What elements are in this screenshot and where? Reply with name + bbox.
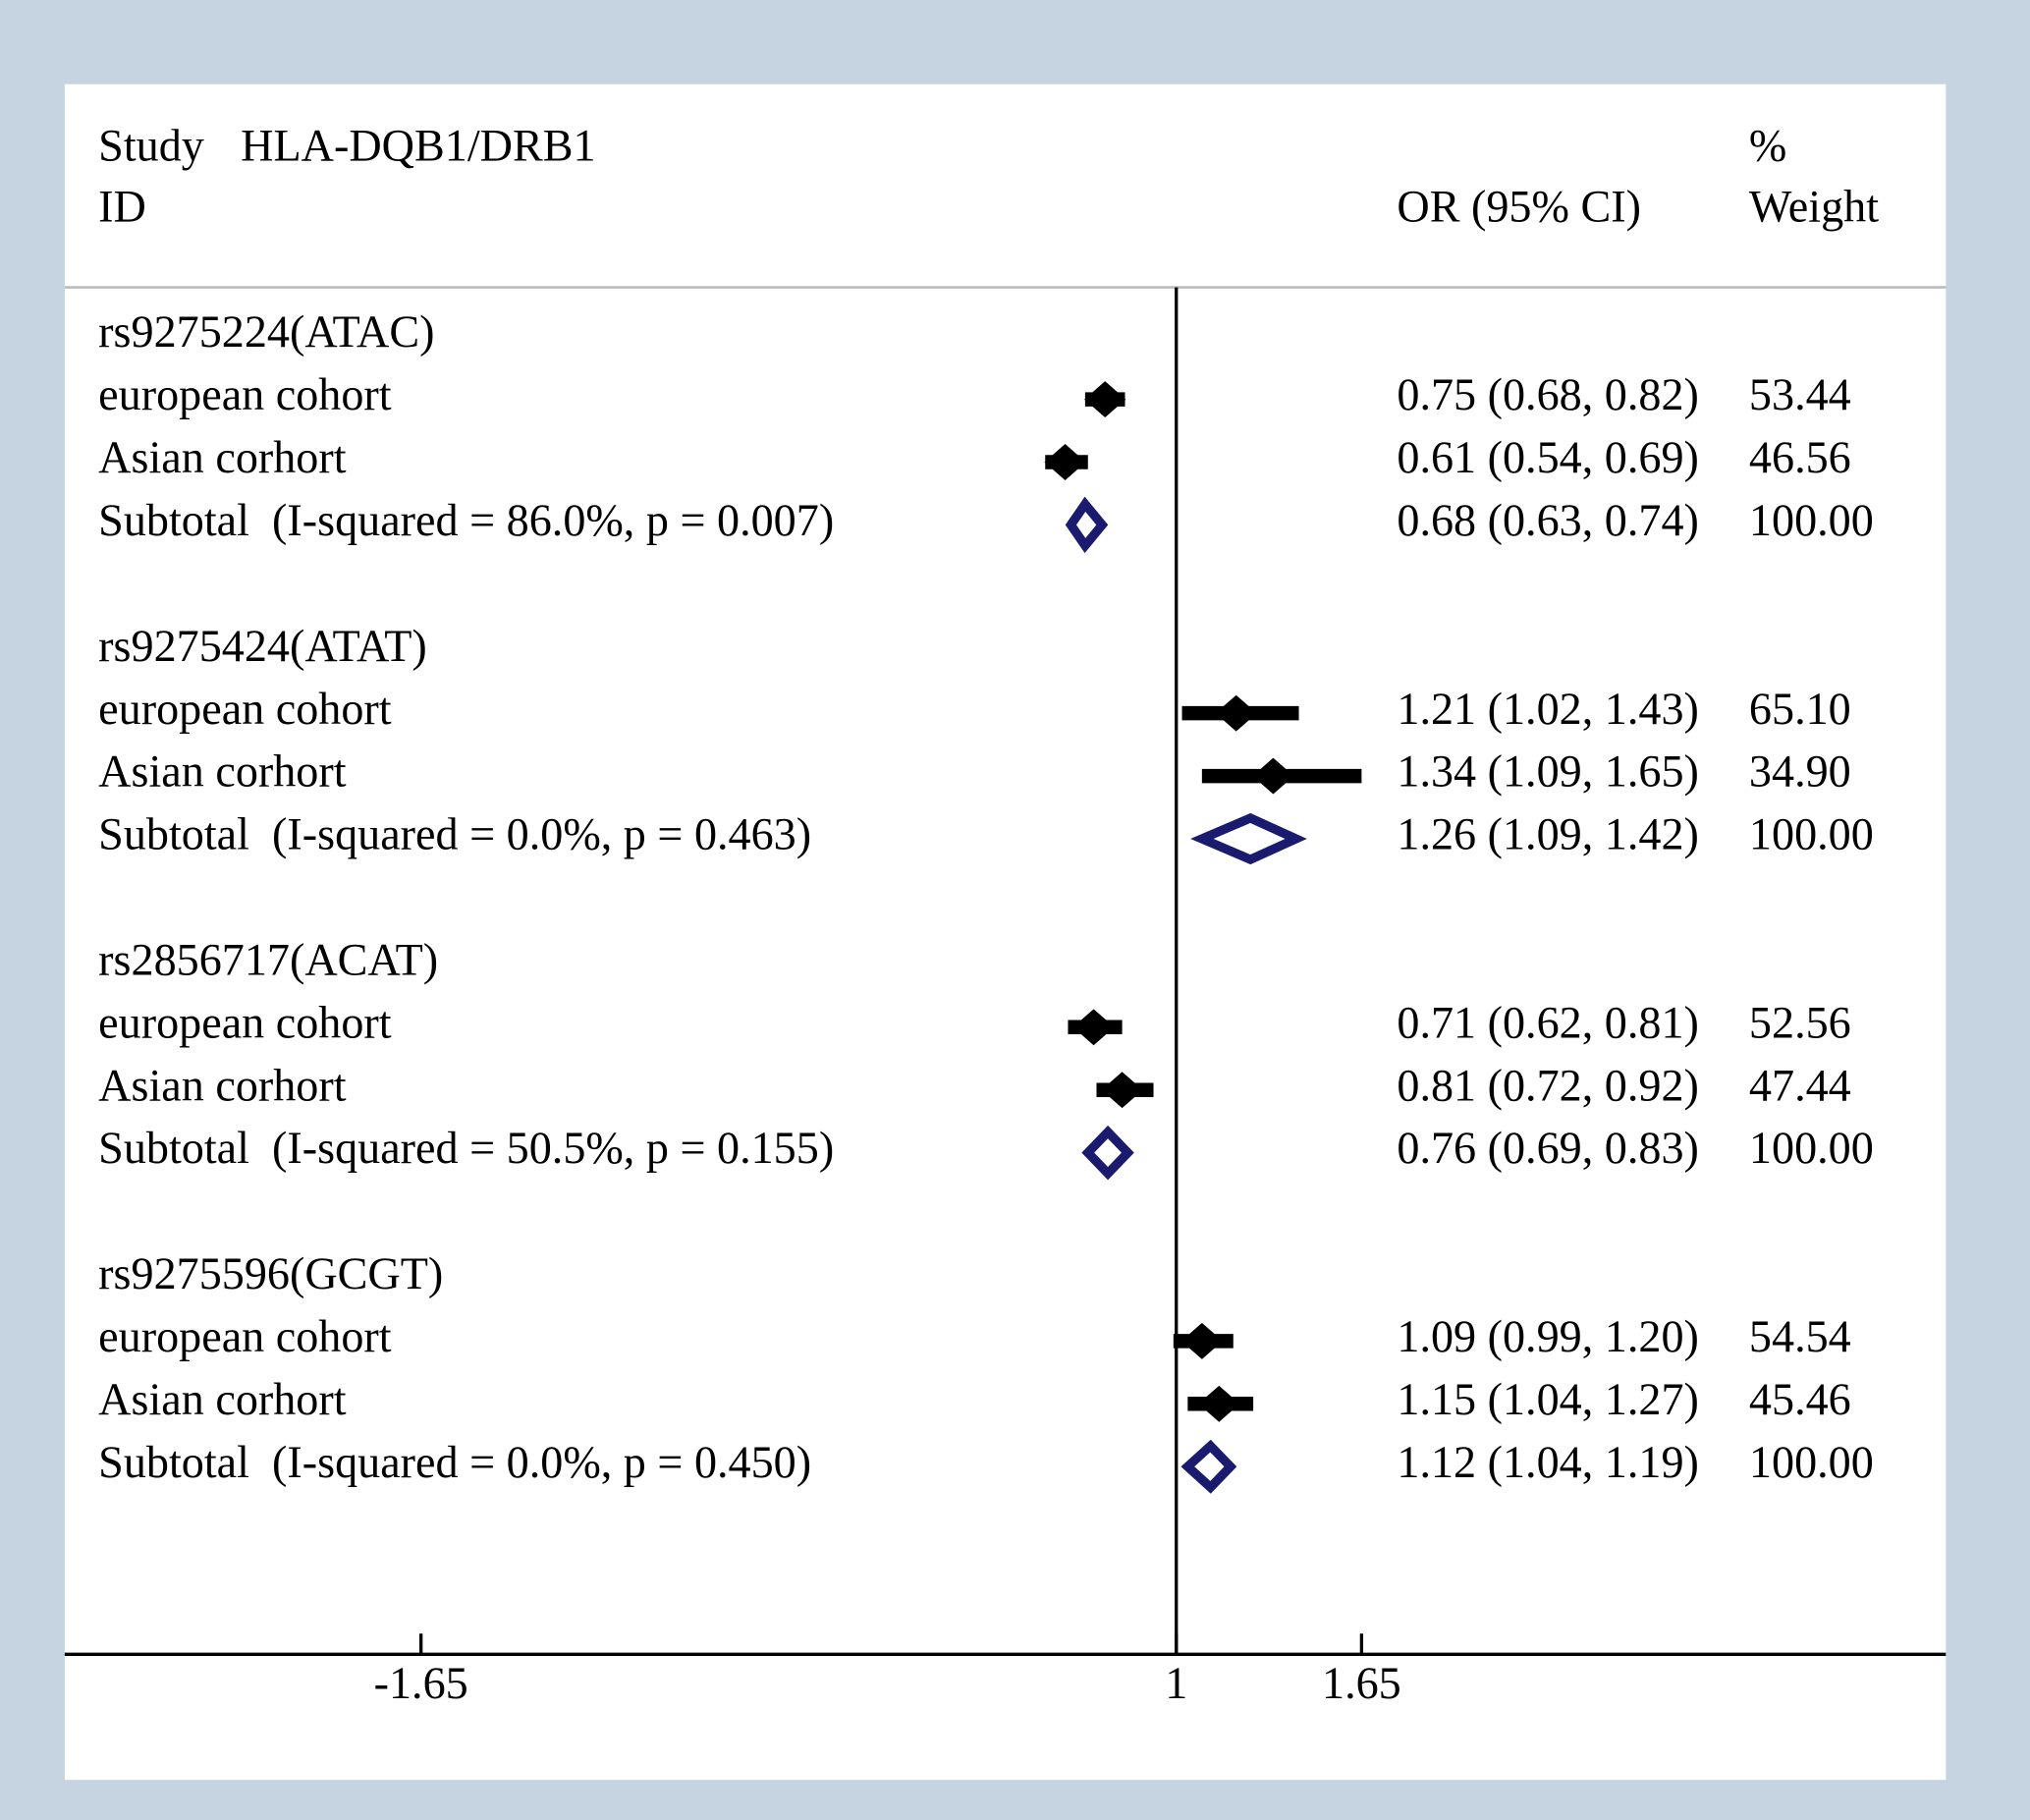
or-label: 0.71 (0.62, 0.81) bbox=[1397, 997, 1699, 1047]
group-title: rs9275596(GCGT) bbox=[98, 1248, 443, 1298]
study-label: european cohort bbox=[98, 684, 392, 734]
study-label: Asian corhort bbox=[98, 432, 347, 482]
or-label: 1.26 (1.09, 1.42) bbox=[1397, 809, 1699, 859]
x-tick-label: -1.65 bbox=[374, 1658, 468, 1708]
subtotal-label: Subtotal (I-squared = 0.0%, p = 0.463) bbox=[98, 809, 811, 859]
study-label: Asian corhort bbox=[98, 746, 347, 797]
weight-label: 47.44 bbox=[1749, 1060, 1851, 1110]
point-estimate bbox=[1072, 1009, 1115, 1046]
x-tick-label: 1.65 bbox=[1322, 1658, 1401, 1708]
weight-label: 100.00 bbox=[1749, 1123, 1874, 1173]
point-estimate bbox=[1252, 757, 1294, 795]
weight-label: 54.54 bbox=[1749, 1311, 1851, 1361]
weight-label: 46.56 bbox=[1749, 432, 1851, 482]
subtotal-label: Subtotal (I-squared = 50.5%, p = 0.155) bbox=[98, 1123, 834, 1173]
or-label: 1.21 (1.02, 1.43) bbox=[1397, 684, 1699, 734]
or-label: 1.15 (1.04, 1.27) bbox=[1397, 1374, 1699, 1424]
weight-label: 65.10 bbox=[1749, 684, 1851, 734]
study-label: Asian corhort bbox=[98, 1060, 347, 1110]
weight-label: 34.90 bbox=[1749, 746, 1851, 797]
or-label: 0.61 (0.54, 0.69) bbox=[1397, 432, 1699, 482]
group-title: rs9275424(ATAT) bbox=[98, 621, 427, 671]
or-label: 1.09 (0.99, 1.20) bbox=[1397, 1311, 1699, 1361]
subtotal-diamond bbox=[1190, 812, 1307, 865]
or-label: 0.81 (0.72, 0.92) bbox=[1397, 1060, 1699, 1110]
study-label: Asian corhort bbox=[98, 1374, 347, 1424]
or-label: 0.76 (0.69, 0.83) bbox=[1397, 1123, 1699, 1173]
weight-label: 45.46 bbox=[1749, 1374, 1851, 1424]
header-id: ID bbox=[98, 181, 146, 231]
weight-label: 53.44 bbox=[1749, 369, 1851, 419]
header-weight: Weight bbox=[1749, 181, 1879, 231]
weight-label: 100.00 bbox=[1749, 495, 1874, 545]
header-effect: OR (95% CI) bbox=[1397, 181, 1641, 231]
header-weight-unit: % bbox=[1749, 120, 1786, 170]
x-tick-label: 1 bbox=[1165, 1658, 1187, 1708]
weight-label: 52.56 bbox=[1749, 997, 1851, 1047]
study-label: european cohort bbox=[98, 997, 392, 1047]
or-label: 0.75 (0.68, 0.82) bbox=[1397, 369, 1699, 419]
plot-panel bbox=[64, 83, 1947, 1781]
group-title: rs9275224(ATAC) bbox=[98, 306, 434, 357]
point-estimate bbox=[1101, 1072, 1143, 1109]
study-label: european cohort bbox=[98, 1311, 392, 1361]
or-label: 1.34 (1.09, 1.65) bbox=[1397, 746, 1699, 797]
header-study: Study bbox=[98, 120, 204, 170]
point-estimate bbox=[1198, 1385, 1240, 1422]
or-label: 1.12 (1.04, 1.19) bbox=[1397, 1437, 1699, 1487]
weight-label: 100.00 bbox=[1749, 809, 1874, 859]
study-label: european cohort bbox=[98, 369, 392, 419]
weight-label: 100.00 bbox=[1749, 1437, 1874, 1487]
subtotal-label: Subtotal (I-squared = 86.0%, p = 0.007) bbox=[98, 495, 834, 545]
subtotal-label: Subtotal (I-squared = 0.0%, p = 0.450) bbox=[98, 1437, 811, 1487]
group-title: rs2856717(ACAT) bbox=[98, 934, 438, 984]
subtotal-diamond bbox=[1081, 1125, 1134, 1181]
subtotal-diamond bbox=[1180, 1439, 1237, 1494]
subtotal-diamond bbox=[1065, 496, 1109, 554]
or-label: 0.68 (0.63, 0.74) bbox=[1397, 495, 1699, 545]
header-subtitle: HLA-DQB1/DRB1 bbox=[241, 120, 595, 170]
